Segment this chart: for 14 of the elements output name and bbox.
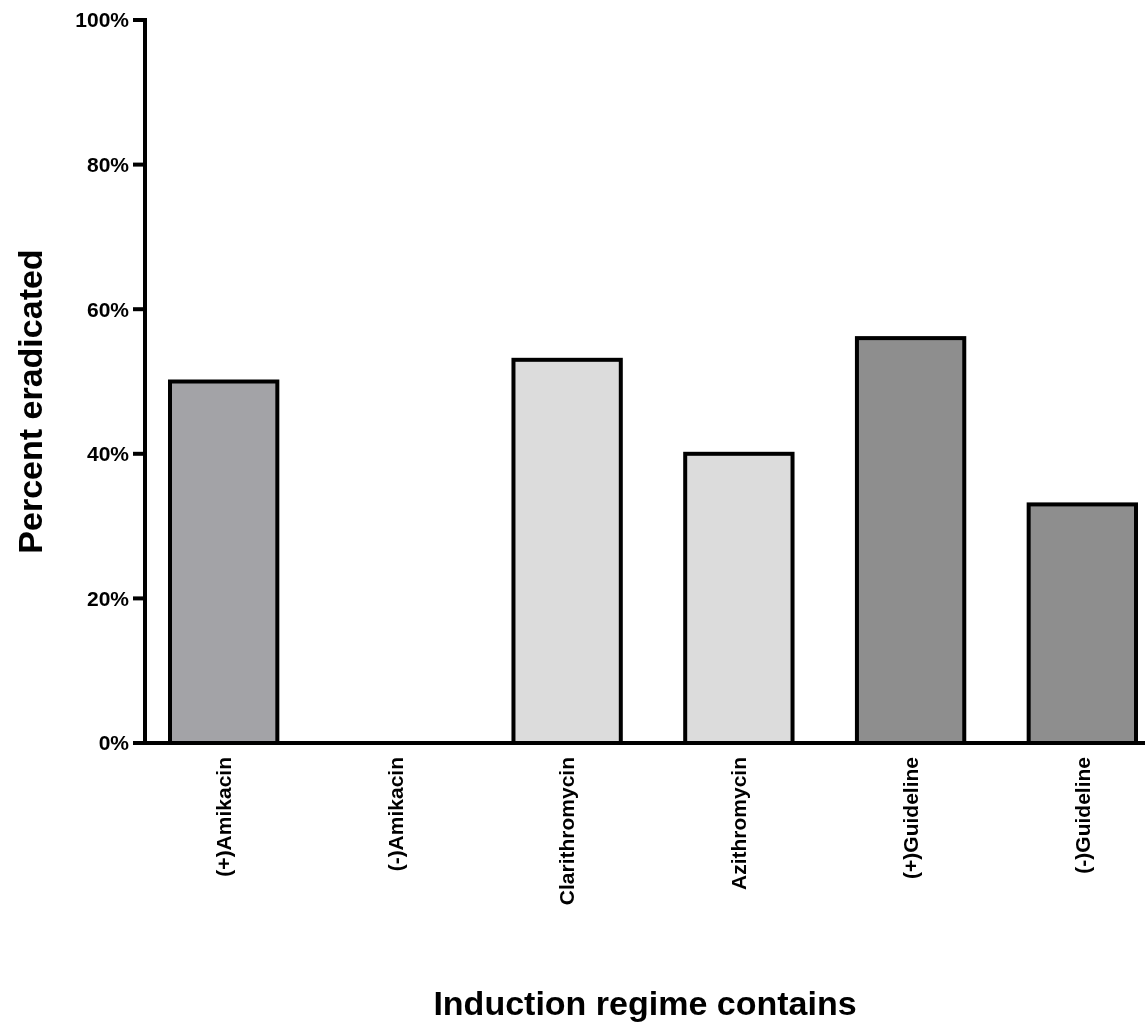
y-tick-label: 20%	[86, 586, 130, 610]
x-tick-label: Clarithromycin	[555, 757, 579, 906]
y-tick-label: 100%	[75, 8, 130, 32]
y-tick-label: 0%	[98, 731, 130, 755]
y-tick-label: 60%	[86, 297, 130, 321]
x-tick-label: (-)Amikacin	[383, 757, 407, 872]
y-tick-label: 80%	[86, 152, 130, 176]
x-tick-label: Azithromycin	[727, 757, 751, 891]
x-tick-label: (+)Amikacin	[212, 757, 236, 877]
x-tick-label: (-)Guideline	[1070, 757, 1094, 874]
y-axis-title: Percent eradicated	[11, 249, 49, 554]
x-axis-title: Induction regime contains	[433, 984, 857, 1022]
x-tick-label: (+)Guideline	[898, 757, 922, 879]
y-tick-label: 40%	[86, 442, 130, 466]
